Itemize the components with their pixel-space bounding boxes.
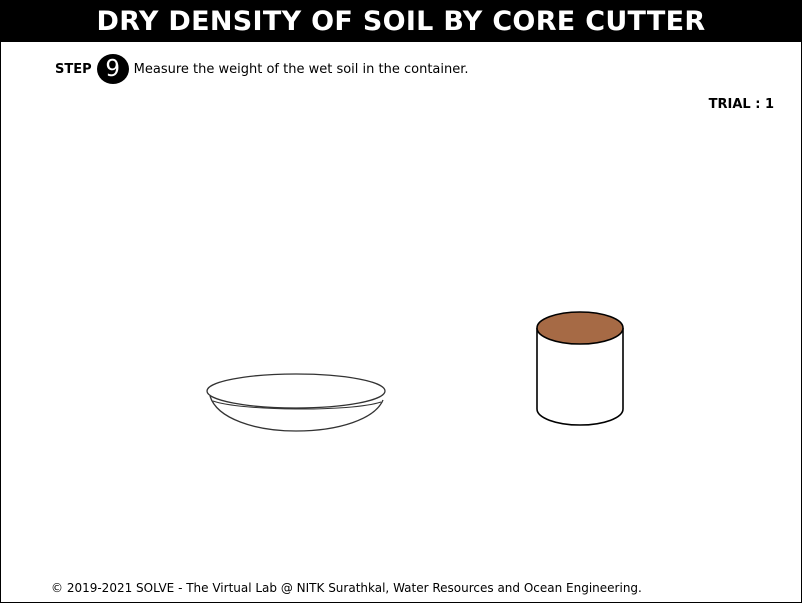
wet-soil-surface <box>536 311 624 345</box>
step-instruction-row: STEP 9 Measure the weight of the wet soi… <box>55 54 469 84</box>
container-with-wet-soil[interactable] <box>536 311 624 426</box>
footer-copyright: © 2019-2021 SOLVE - The Virtual Lab @ NI… <box>51 581 642 595</box>
step-instruction-text: Measure the weight of the wet soil in th… <box>133 61 469 77</box>
dish-rim <box>206 373 386 409</box>
container-body <box>536 328 624 426</box>
dish-rim-inner-line <box>212 400 382 410</box>
step-number-badge: 9 <box>96 54 129 84</box>
page-title: DRY DENSITY OF SOIL BY CORE CUTTER <box>1 1 801 42</box>
dish[interactable] <box>206 373 386 432</box>
step-label: STEP <box>55 61 92 77</box>
trial-indicator: TRIAL : 1 <box>708 97 774 112</box>
